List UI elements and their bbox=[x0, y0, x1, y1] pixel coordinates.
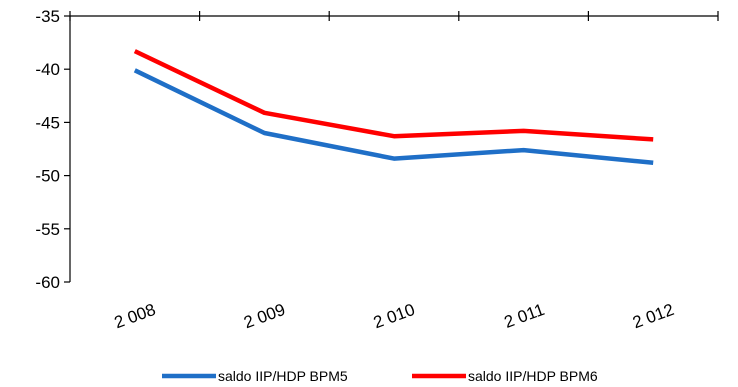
x-tick-label: 2 011 bbox=[502, 300, 547, 332]
chart-axes bbox=[69, 11, 719, 282]
y-tick-label: -55 bbox=[35, 220, 60, 239]
y-tick-label: -35 bbox=[35, 7, 60, 26]
x-tick-label: 2 010 bbox=[371, 300, 417, 332]
legend-label-2: saldo IIP/HDP BPM6 bbox=[468, 368, 598, 384]
y-tick-label: -45 bbox=[35, 113, 60, 132]
y-axis-ticks: -35 -40 -45 -50 -55 -60 bbox=[35, 7, 70, 292]
y-tick-label: -60 bbox=[35, 273, 60, 292]
series-line-2 bbox=[133, 49, 654, 142]
x-tick-label: 2 008 bbox=[112, 300, 158, 332]
legend-label-1: saldo IIP/HDP BPM5 bbox=[218, 368, 348, 384]
y-tick-label: -40 bbox=[35, 60, 60, 79]
x-axis-ticks: 2 008 2 009 2 010 2 011 2 012 bbox=[112, 300, 677, 332]
series-lines bbox=[133, 49, 654, 166]
x-tick-label: 2 012 bbox=[630, 300, 676, 332]
y-tick-label: -50 bbox=[35, 167, 60, 186]
x-tick-label: 2 009 bbox=[241, 300, 287, 332]
series-line-1 bbox=[133, 68, 654, 166]
legend: saldo IIP/HDP BPM5 saldo IIP/HDP BPM6 bbox=[162, 368, 598, 384]
